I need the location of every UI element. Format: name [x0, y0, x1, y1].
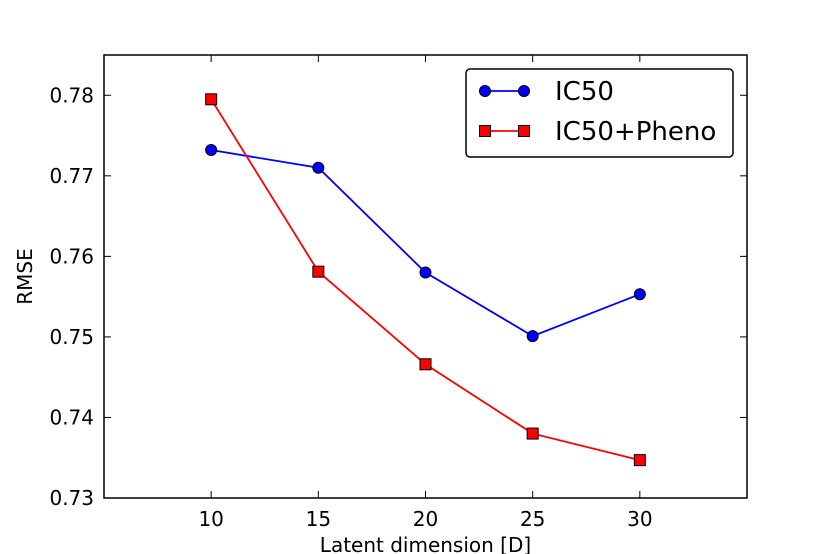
y-tick-label: 0.73	[49, 486, 94, 510]
legend-label-ic50-pheno: IC50+Pheno	[555, 117, 716, 147]
data-point-ic50-pheno	[312, 265, 325, 278]
x-tick-label: 30	[627, 507, 652, 531]
y-tick-label: 0.77	[49, 164, 94, 188]
data-point-ic50	[526, 330, 539, 343]
data-point-ic50	[205, 144, 218, 157]
x-tick-label: 15	[306, 507, 331, 531]
legend: IC50 IC50+Pheno	[465, 68, 734, 158]
data-point-ic50	[633, 288, 646, 301]
legend-marker-ic50-pheno	[479, 125, 491, 137]
legend-label-ic50: IC50	[555, 77, 614, 107]
x-tick-label: 10	[198, 507, 223, 531]
x-tick-label: 25	[520, 507, 545, 531]
legend-marker-ic50	[518, 85, 530, 97]
legend-marker-ic50-pheno	[518, 125, 530, 137]
x-tick-label: 20	[413, 507, 438, 531]
legend-box	[465, 68, 734, 158]
data-point-ic50-pheno	[205, 93, 218, 106]
data-point-ic50-pheno	[633, 454, 646, 467]
x-axis-label: Latent dimension [D]	[320, 533, 531, 554]
y-tick-label: 0.76	[49, 244, 94, 268]
y-tick-label: 0.75	[49, 325, 94, 349]
data-point-ic50	[312, 161, 325, 174]
series-layer	[205, 93, 646, 467]
data-point-ic50	[419, 266, 432, 279]
y-tick-label: 0.78	[49, 83, 94, 107]
legend-marker-ic50	[479, 85, 491, 97]
y-tick-label: 0.74	[49, 405, 94, 429]
data-point-ic50-pheno	[419, 358, 432, 371]
y-axis-label: RMSE	[13, 248, 37, 304]
data-point-ic50-pheno	[526, 427, 539, 440]
axes: 10 15 20 25 30 0.73 0.74 0.75 0.76 0.77 0.78 Latent…	[13, 54, 748, 554]
